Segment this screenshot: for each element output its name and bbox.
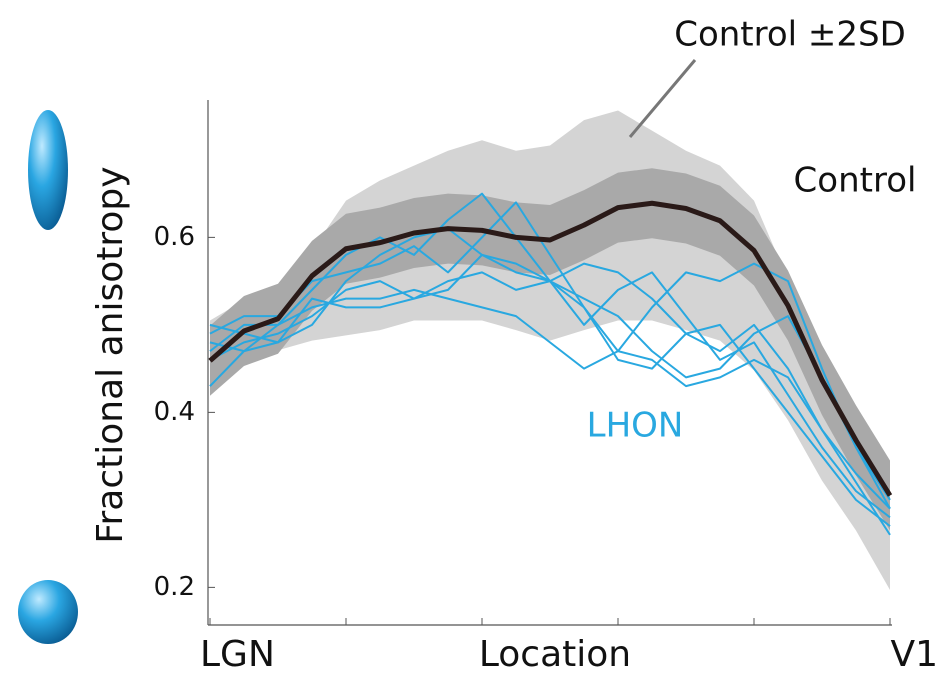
lhon-annotation: LHON <box>587 406 684 446</box>
elongated-ellipsoid-icon <box>28 110 68 230</box>
lhon-line <box>209 288 891 536</box>
y-tick-label: 0.4 <box>154 397 195 427</box>
x-tick-label: LGN <box>200 634 275 675</box>
x-tick-label: V1 <box>890 634 938 675</box>
spherical-ellipsoid-icon <box>18 580 78 644</box>
y-tick-label: 0.2 <box>154 572 195 602</box>
y-axis-label: Fractional anisotropy <box>90 166 131 543</box>
control-annotation: Control <box>794 161 917 201</box>
x-axis-label: Location <box>479 634 631 675</box>
lhon-line <box>209 201 891 501</box>
sd-band <box>210 110 890 590</box>
band-annotation: Control ±2SD <box>674 15 906 55</box>
plot-area <box>208 110 893 590</box>
control-mean-line <box>208 200 893 497</box>
callout-line <box>628 59 697 138</box>
sd-band <box>210 168 890 531</box>
lhon-line <box>209 227 891 510</box>
y-tick-label: 0.6 <box>154 222 195 252</box>
